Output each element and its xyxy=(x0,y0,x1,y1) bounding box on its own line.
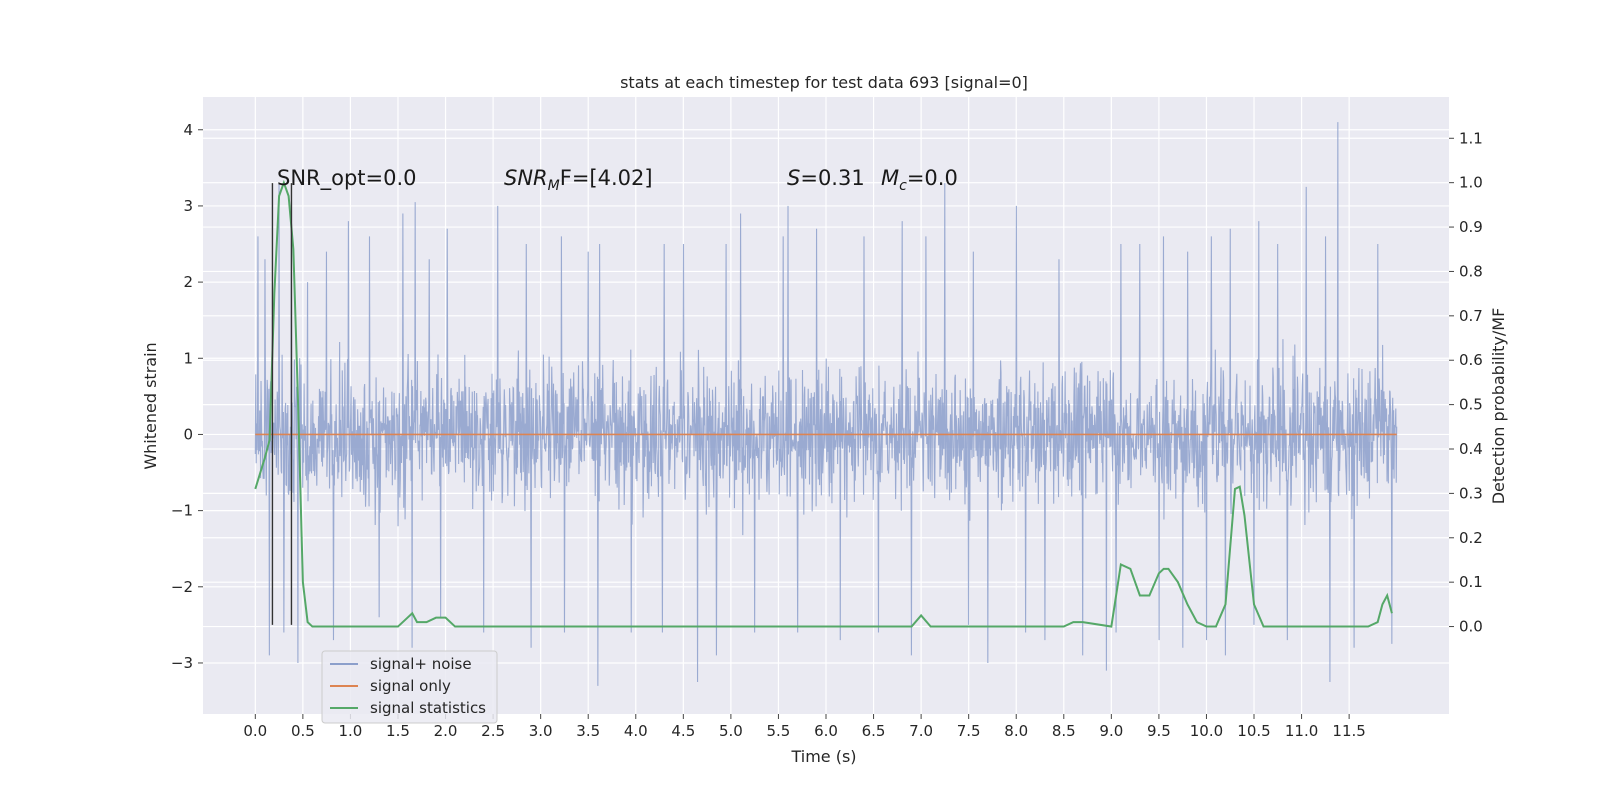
x-tick-label: 7.0 xyxy=(909,722,933,740)
y-tick-label: −1 xyxy=(171,502,193,520)
y-right-tick-label: 0.2 xyxy=(1459,529,1483,547)
x-axis-label: Time (s) xyxy=(790,747,856,766)
annotation-snr-opt: SNR_opt=0.0 xyxy=(277,166,417,191)
tick-labels: 0.0 0.5 1.0 1.5 2.0 2.5 3.0 3.5 4.0 4.5 5.0 5.5 6.0 6… xyxy=(171,121,1483,740)
annotation-snr-mf: SNRMF=[4.02] xyxy=(504,166,653,194)
x-tick-label: 4.5 xyxy=(671,722,695,740)
annotation-s-label: S xyxy=(787,166,800,190)
x-tick-label: 10.0 xyxy=(1190,722,1223,740)
y-tick-label: 4 xyxy=(183,121,193,139)
legend: signal+ noise signal only signal statist… xyxy=(321,650,498,724)
y-right-tick-label: 0.5 xyxy=(1459,396,1483,414)
x-tick-label: 3.5 xyxy=(576,722,600,740)
legend-label-signal-only: signal only xyxy=(370,677,451,695)
legend-label-signal-noise: signal+ noise xyxy=(370,655,472,673)
x-tick-label: 6.5 xyxy=(862,722,886,740)
series-signal-statistics xyxy=(254,179,1393,628)
x-tick-label: 0.0 xyxy=(243,722,267,740)
x-tick-label: 2.5 xyxy=(481,722,505,740)
annotation-mc-sub: c xyxy=(899,178,907,194)
noise-series xyxy=(254,122,1398,686)
y-right-tick-label: 0.9 xyxy=(1459,218,1483,236)
x-tick-label: 2.0 xyxy=(434,722,458,740)
annotation-snr-mf-rest: F=[4.02] xyxy=(560,166,653,190)
x-tick-label: 10.5 xyxy=(1237,722,1270,740)
x-tick-label: 1.0 xyxy=(338,722,362,740)
x-tick-label: 7.5 xyxy=(957,722,981,740)
legend-label-signal-statistics: signal statistics xyxy=(370,699,486,717)
series-signal-noise xyxy=(254,122,1398,686)
x-tick-label: 8.0 xyxy=(1004,722,1028,740)
x-tick-label: 9.5 xyxy=(1147,722,1171,740)
x-tick-label: 1.5 xyxy=(386,722,410,740)
grid xyxy=(203,97,1449,714)
y-tick-label: 3 xyxy=(183,197,193,215)
x-tick-label: 0.5 xyxy=(291,722,315,740)
annotation-mc-main: M xyxy=(881,166,899,190)
y-axis-label: Whitened strain xyxy=(141,342,160,469)
y-tick-label: −2 xyxy=(171,578,193,596)
y-right-tick-label: 0.0 xyxy=(1459,618,1483,636)
vertical-markers xyxy=(271,183,293,625)
x-tick-label: 5.0 xyxy=(719,722,743,740)
y-tick-label: 2 xyxy=(183,273,193,291)
y-tick-label: 1 xyxy=(183,349,193,367)
x-tick-label: 4.0 xyxy=(624,722,648,740)
y-right-tick-label: 0.4 xyxy=(1459,440,1483,458)
y-right-tick-label: 0.3 xyxy=(1459,484,1483,502)
annotation-snr-mf-sub: M xyxy=(548,178,560,194)
x-tick-label: 3.0 xyxy=(529,722,553,740)
annotation-mc-value: =0.0 xyxy=(907,166,958,190)
y-right-tick-label: 1.1 xyxy=(1459,129,1483,147)
y-axis-label-right: Detection probability/MF xyxy=(1489,308,1508,505)
annotation-s-value: =0.31 xyxy=(800,166,864,190)
y-right-tick-label: 0.8 xyxy=(1459,262,1483,280)
y-tick-label: −3 xyxy=(171,654,193,672)
annotation-mc: Mc=0.0 xyxy=(881,166,958,194)
y-right-tick-label: 0.7 xyxy=(1459,307,1483,325)
annotation-snr-mf-main: SNR xyxy=(504,166,548,190)
x-tick-label: 6.0 xyxy=(814,722,838,740)
annotation-s: S=0.31 xyxy=(787,166,865,190)
y-right-tick-label: 1.0 xyxy=(1459,174,1483,192)
legend-box xyxy=(321,650,498,724)
x-tick-label: 8.5 xyxy=(1052,722,1076,740)
x-tick-label: 11.5 xyxy=(1332,722,1365,740)
x-tick-label: 5.5 xyxy=(767,722,791,740)
x-tick-label: 9.0 xyxy=(1099,722,1123,740)
y-right-tick-label: 0.6 xyxy=(1459,351,1483,369)
y-right-tick-label: 0.1 xyxy=(1459,573,1483,591)
y-tick-label: 0 xyxy=(183,425,193,443)
chart-title: stats at each timestep for test data 693… xyxy=(620,73,1028,92)
x-tick-label: 11.0 xyxy=(1285,722,1318,740)
line-series xyxy=(254,179,1397,628)
